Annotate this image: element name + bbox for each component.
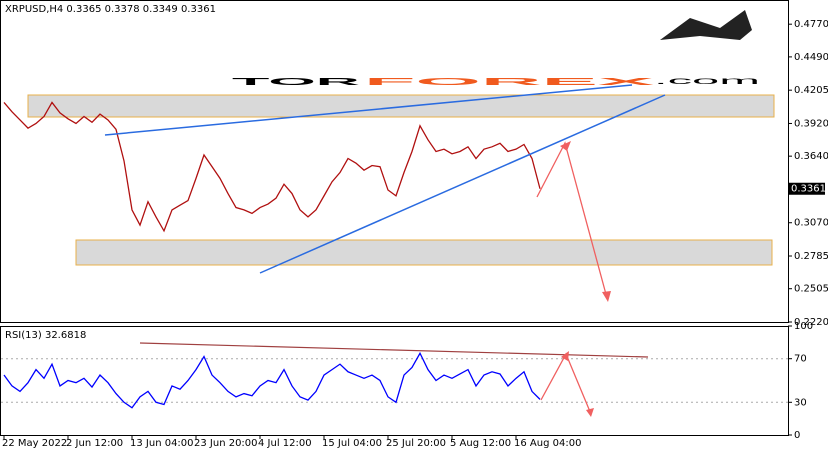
price-frame (0, 0, 789, 323)
arrow-head (602, 291, 611, 302)
annotations (104, 84, 666, 417)
y-tick-label: 0.4205 (794, 85, 828, 96)
logo-text: TOR (232, 77, 365, 88)
logo: TOR FOREX .com (232, 10, 760, 88)
y-tick-label: 100 (794, 321, 813, 332)
series-line (3, 351, 541, 409)
x-tick-label: 15 Jul 04:00 (322, 438, 382, 449)
x-tick-label: 2 Jun 12:00 (66, 438, 123, 449)
y-tick-label: 0 (794, 430, 800, 441)
trend-line (104, 84, 633, 136)
rsi-title: RSI(13) 32.6818 (5, 330, 86, 341)
y-tick-label: 0.4770 (794, 19, 828, 30)
forecast-arrow (536, 141, 608, 299)
x-tick-label: 5 Aug 12:00 (450, 438, 511, 449)
last-price-box (789, 182, 825, 195)
y-tick-label: 0.2505 (794, 284, 828, 295)
arrow-head (586, 408, 594, 417)
x-tick-label: 25 Jul 20:00 (386, 438, 446, 449)
chart-title: XRPUSD,H4 0.3365 0.3378 0.3349 0.3361 (5, 4, 216, 15)
x-tick-label: 23 Jun 20:00 (194, 438, 258, 449)
y-tick-label: 70 (794, 354, 807, 365)
y-tick-label: 0.2220 (794, 317, 828, 328)
series-line (3, 101, 541, 233)
last-price-label: 0.3361 (791, 184, 826, 195)
support-zone (75, 239, 773, 266)
annotations (27, 94, 775, 266)
y-tick-label: 0.2785 (794, 251, 828, 262)
logo-bull (660, 10, 752, 40)
y-tick-label: 0.3640 (794, 151, 828, 162)
logo-text: .com (654, 76, 760, 87)
x-tick-label: 13 Jun 04:00 (130, 438, 194, 449)
y-tick-label: 0.4490 (794, 52, 828, 63)
resistance-zone (27, 94, 775, 118)
plot-area (1, 101, 788, 409)
logo-text: FOREX (364, 77, 657, 88)
rsi-trend-line (139, 342, 649, 358)
x-tick-label: 16 Aug 04:00 (514, 438, 581, 449)
y-tick-label: 30 (794, 397, 807, 408)
trend-line (259, 94, 666, 274)
y-tick-label: 0.3920 (794, 118, 828, 129)
arrow-head (561, 351, 569, 361)
arrow-head (560, 141, 571, 151)
y-tick-label: 0.3070 (794, 218, 828, 229)
x-tick-label: 4 Jul 12:00 (258, 438, 312, 449)
rsi-frame (0, 326, 789, 436)
x-tick-label: 22 May 2022 (2, 438, 67, 449)
